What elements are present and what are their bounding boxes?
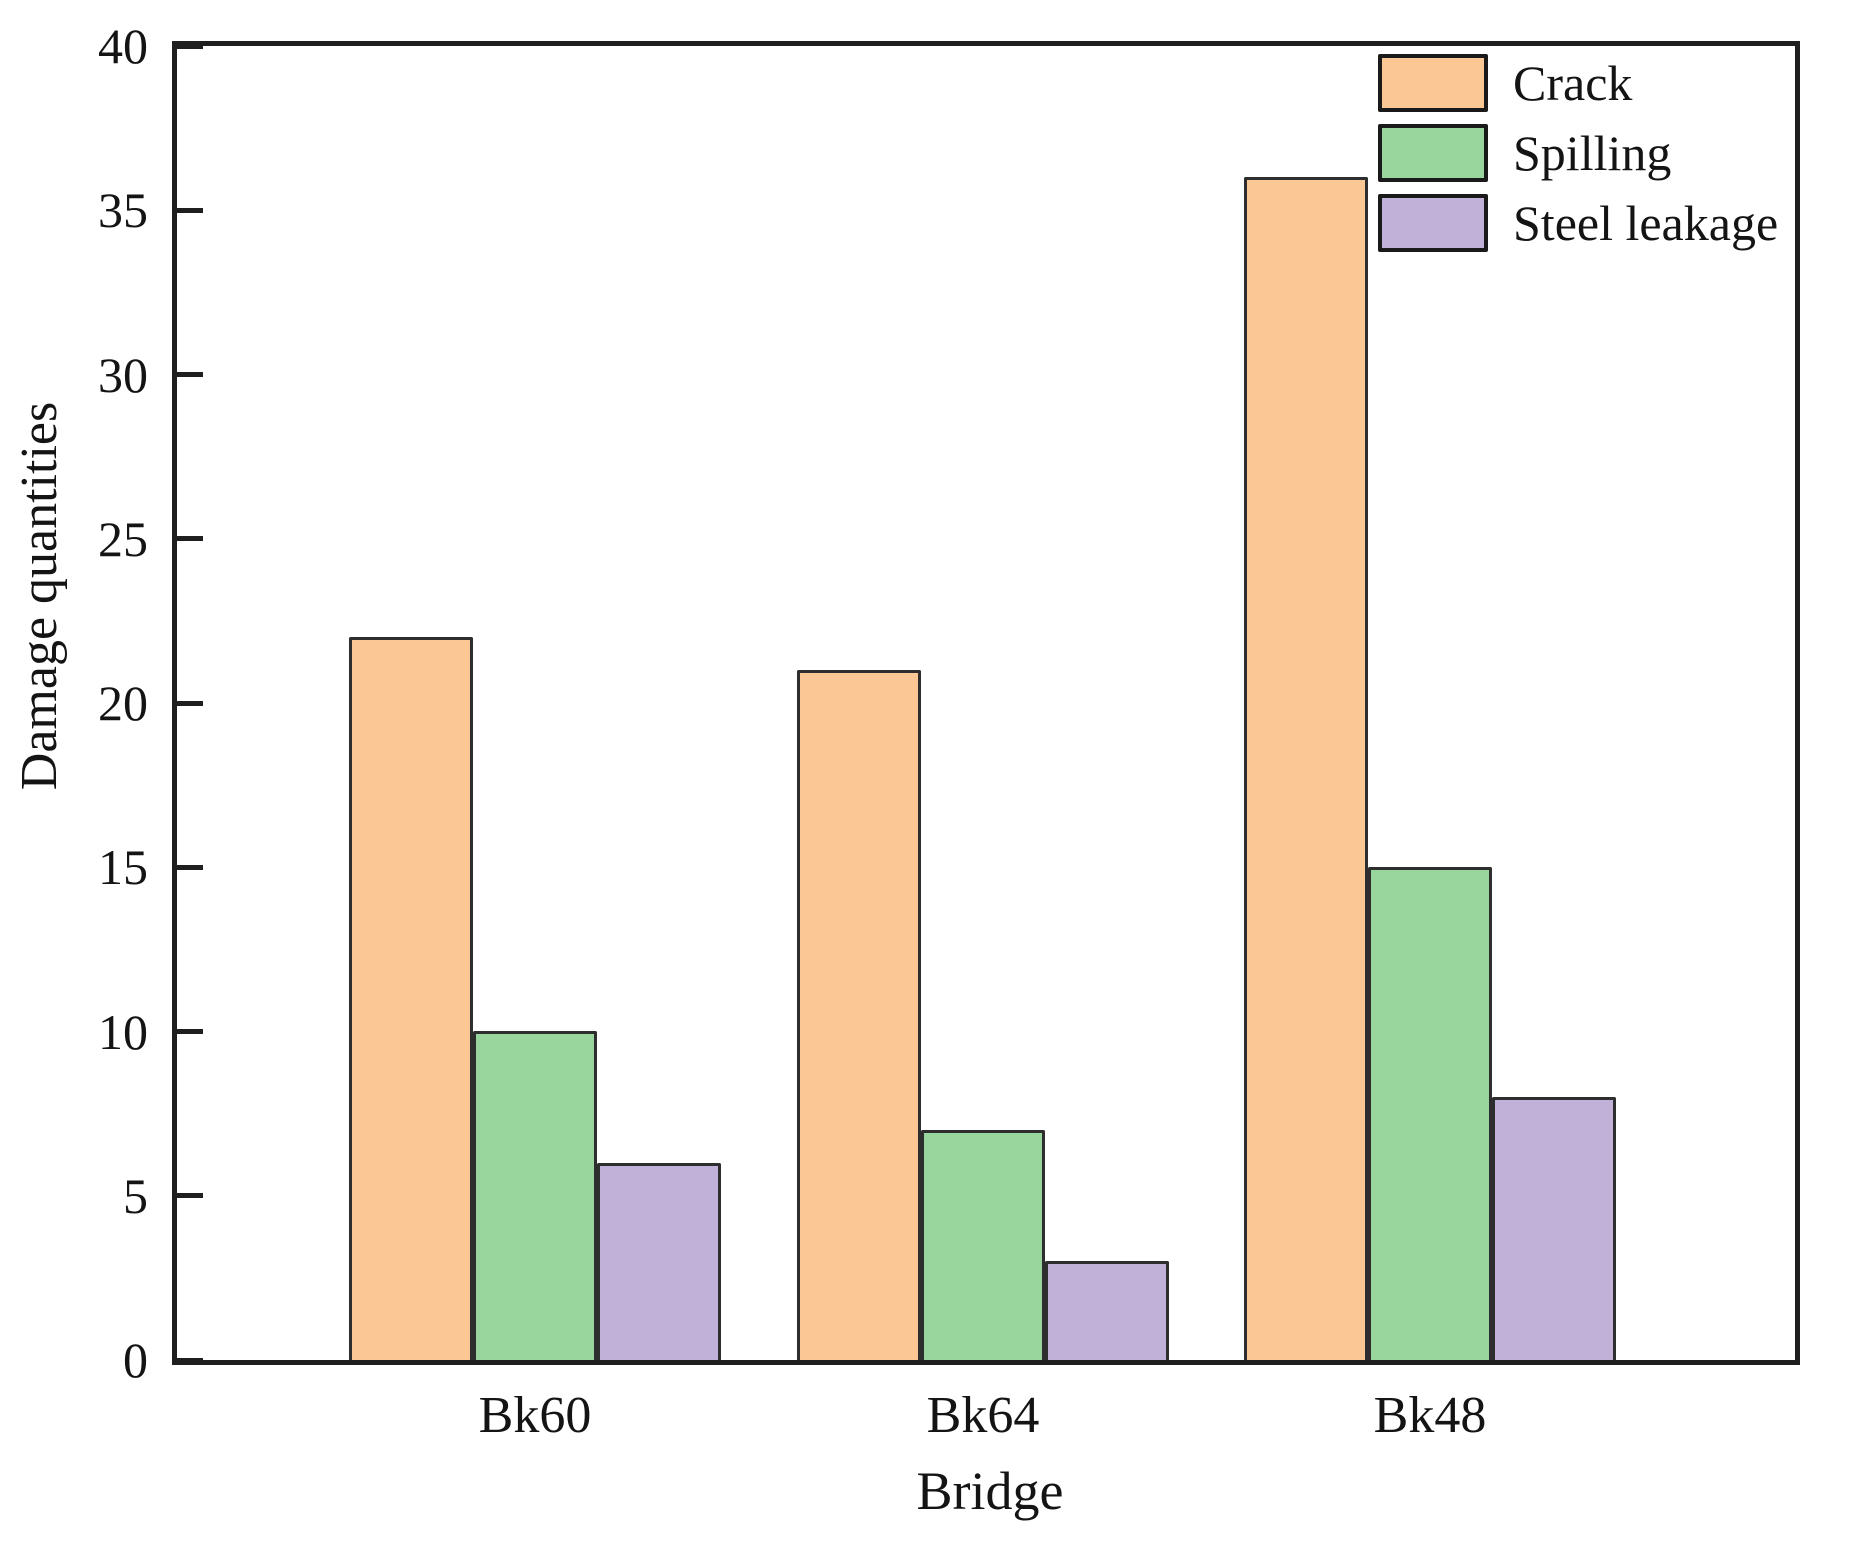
y-tick-mark-5	[177, 1193, 203, 1198]
bar-steel-leakage-bk48	[1492, 1097, 1616, 1360]
y-tick-label-35: 35	[98, 182, 148, 238]
y-tick-mark-35	[177, 208, 203, 213]
x-tick-label-bk48: Bk48	[1373, 1387, 1487, 1444]
bar-crack-bk48	[1244, 177, 1368, 1360]
y-tick-label-30: 30	[98, 347, 148, 403]
legend-label-steel-leakage: Steel leakage	[1513, 195, 1779, 251]
y-axis-title: Damage quantities	[11, 401, 68, 791]
bar-steel-leakage-bk60	[597, 1163, 721, 1360]
y-tick-mark-30	[177, 372, 203, 377]
legend-swatch-crack	[1378, 54, 1488, 112]
plot-area	[172, 41, 1800, 1365]
y-tick-mark-10	[177, 1029, 203, 1034]
y-tick-label-15: 15	[98, 839, 148, 895]
y-tick-label-20: 20	[98, 675, 148, 731]
y-tick-mark-20	[177, 701, 203, 706]
legend-swatch-steel-leakage	[1378, 194, 1488, 252]
y-tick-mark-0	[177, 1358, 203, 1363]
y-tick-label-5: 5	[123, 1168, 148, 1224]
bar-crack-bk60	[349, 637, 473, 1360]
x-tick-label-bk60: Bk60	[478, 1387, 592, 1444]
y-tick-label-0: 0	[123, 1332, 148, 1388]
bar-steel-leakage-bk64	[1045, 1261, 1169, 1360]
bar-spilling-bk48	[1368, 867, 1492, 1360]
bar-spilling-bk60	[473, 1031, 597, 1360]
bar-crack-bk64	[797, 670, 921, 1360]
x-tick-label-bk64: Bk64	[926, 1387, 1040, 1444]
legend-label-crack: Crack	[1513, 55, 1633, 111]
y-tick-mark-40	[177, 44, 203, 49]
y-tick-label-25: 25	[98, 511, 148, 567]
y-tick-mark-25	[177, 536, 203, 541]
y-tick-label-10: 10	[98, 1004, 148, 1060]
plot-inner	[177, 44, 1795, 1363]
bar-spilling-bk64	[921, 1130, 1045, 1360]
legend-label-spilling: Spilling	[1513, 125, 1672, 181]
x-axis-title: Bridge	[916, 1461, 1064, 1521]
y-tick-label-40: 40	[98, 18, 148, 74]
y-tick-mark-15	[177, 865, 203, 870]
legend-swatch-spilling	[1378, 124, 1488, 182]
